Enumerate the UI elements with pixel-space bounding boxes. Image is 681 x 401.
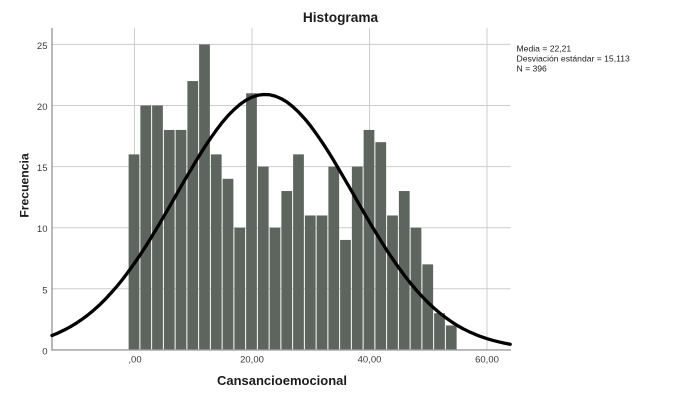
svg-text:40,00: 40,00 <box>358 355 382 366</box>
svg-text:Cansancioemocional: Cansancioemocional <box>217 373 347 388</box>
svg-text:5: 5 <box>42 285 47 296</box>
svg-text:20,00: 20,00 <box>240 355 264 366</box>
svg-text:10: 10 <box>37 224 48 235</box>
svg-text:0: 0 <box>42 346 47 357</box>
svg-text:Histograma: Histograma <box>303 10 379 25</box>
svg-text:Frecuencia: Frecuencia <box>18 153 32 218</box>
svg-text:Desviación estándar = 15,113: Desviación estándar = 15,113 <box>517 54 631 64</box>
svg-text:60,00: 60,00 <box>475 355 499 366</box>
svg-text:N = 396: N = 396 <box>517 64 548 74</box>
svg-text:15: 15 <box>37 163 48 174</box>
svg-text:,00: ,00 <box>128 355 141 366</box>
svg-text:20: 20 <box>37 102 48 113</box>
svg-text:Media = 22,21: Media = 22,21 <box>517 44 572 54</box>
svg-text:25: 25 <box>37 41 48 52</box>
